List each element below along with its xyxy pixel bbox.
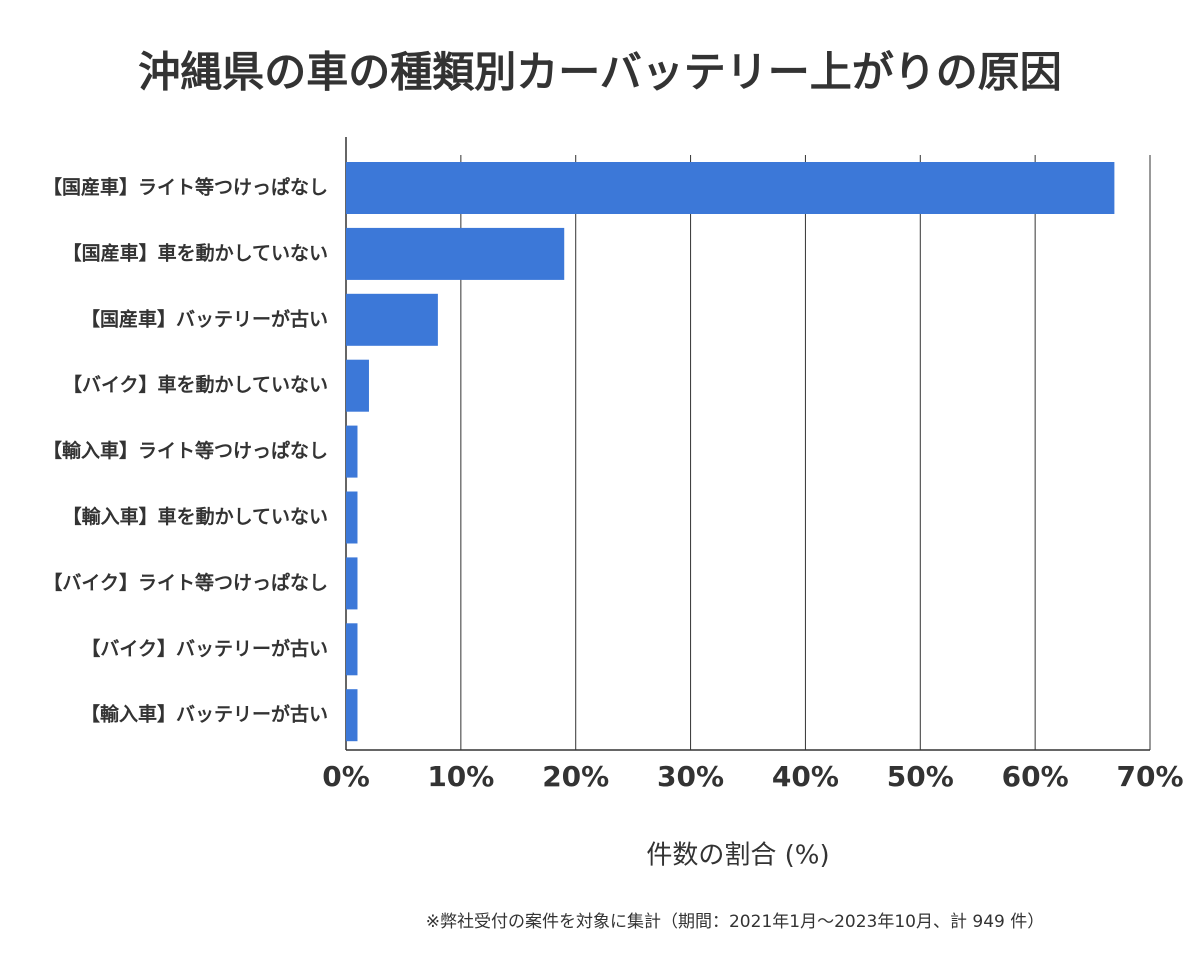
y-tick-label: 【国産車】バッテリーが古い	[81, 307, 328, 330]
x-tick-label: 40%	[772, 760, 839, 793]
y-tick-label: 【輸入車】車を動かしていない	[63, 505, 328, 528]
x-axis-label: 件数の割合 (%)	[646, 841, 829, 871]
y-tick-label: 【輸入車】バッテリーが古い	[81, 703, 328, 726]
bar	[346, 557, 358, 610]
bar	[346, 491, 358, 544]
y-tick-label: 【輸入車】ライト等つけっぱなし	[43, 439, 328, 462]
x-tick-label: 10%	[427, 760, 494, 793]
bar	[346, 293, 438, 346]
bar	[346, 227, 565, 280]
bar	[346, 623, 358, 676]
bar	[346, 689, 358, 742]
y-tick-label: 【バイク】車を動かしていない	[63, 373, 328, 396]
x-tick-label: 50%	[887, 760, 954, 793]
x-tick-label: 20%	[542, 760, 609, 793]
y-tick-label: 【バイク】ライト等つけっぱなし	[43, 571, 328, 594]
bar	[346, 359, 369, 412]
bar	[346, 425, 358, 478]
y-tick-label: 【国産車】車を動かしていない	[63, 241, 328, 264]
chart-title: 沖縄県の車の種類別カーバッテリー上がりの原因	[138, 48, 1062, 97]
x-tick-label: 0%	[322, 760, 370, 793]
y-tick-label: 【国産車】ライト等つけっぱなし	[43, 176, 328, 199]
x-tick-label: 30%	[657, 760, 724, 793]
y-tick-label: 【バイク】バッテリーが古い	[81, 637, 328, 660]
bar	[346, 162, 1115, 214]
x-tick-label: 60%	[1002, 760, 1069, 793]
x-tick-label: 70%	[1116, 760, 1183, 793]
footnote: ※弊社受付の案件を対象に集計（期間：2021年1月～2023年10月、計 949…	[426, 912, 1044, 932]
